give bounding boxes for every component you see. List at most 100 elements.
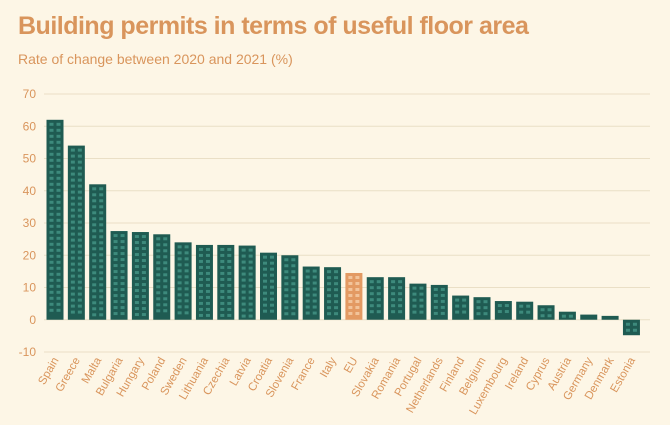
bar-window — [291, 300, 296, 304]
bar-window — [163, 285, 168, 289]
bar-window — [205, 277, 210, 281]
bar-window — [198, 283, 203, 287]
bar-window — [334, 312, 339, 316]
bar-window — [476, 300, 481, 304]
bar-window — [92, 193, 97, 197]
bar-window — [184, 299, 189, 303]
bar-window — [263, 261, 267, 265]
bar-window — [92, 259, 97, 263]
bar-lithuania — [195, 244, 213, 320]
bar-window — [412, 304, 417, 308]
bar-window — [391, 298, 396, 302]
bar-window — [270, 267, 274, 271]
bar-window — [120, 252, 125, 256]
bar-window — [248, 272, 253, 276]
bar-france — [302, 266, 320, 320]
bar-window — [56, 152, 61, 156]
bar-window — [56, 128, 61, 132]
bar-window — [70, 226, 75, 230]
bar-croatia — [260, 252, 277, 320]
bar-window — [305, 281, 310, 285]
bar-window — [99, 301, 104, 305]
bar-window — [355, 281, 360, 285]
bar-window — [156, 243, 161, 247]
bar-window — [70, 268, 75, 272]
bar-window — [120, 276, 125, 280]
bar-slovakia — [366, 277, 384, 320]
bar-window — [49, 194, 54, 198]
bar — [409, 283, 427, 320]
bar-window — [77, 256, 82, 260]
bar-window — [312, 293, 317, 297]
bar-window — [163, 279, 168, 283]
bar-window — [369, 286, 374, 290]
bar — [537, 305, 555, 320]
bar-window — [120, 270, 125, 274]
bar-window — [270, 303, 274, 307]
bar-window — [92, 283, 97, 287]
bar-window — [120, 288, 125, 292]
bar-window — [99, 205, 104, 209]
bar-window — [49, 212, 54, 216]
bar-window — [70, 178, 75, 182]
bar-window — [177, 251, 182, 255]
bar-window — [205, 265, 210, 269]
bar-window — [99, 265, 104, 269]
bar-window — [49, 248, 54, 252]
bar-window — [56, 284, 61, 288]
bar-window — [305, 305, 310, 309]
bar-window — [284, 258, 289, 262]
bar-window — [419, 298, 424, 302]
bar-window — [134, 241, 139, 245]
bar-window — [241, 296, 246, 300]
bar-window — [625, 328, 630, 332]
bar-window — [134, 235, 139, 239]
bar-latvia — [238, 245, 256, 320]
bar-window — [312, 311, 317, 315]
bar-window — [504, 310, 509, 314]
bar-greece — [67, 145, 85, 320]
bar-window — [398, 298, 403, 302]
bar-window — [284, 312, 289, 316]
bar-window — [70, 208, 75, 212]
bar-window — [156, 279, 161, 283]
bar-window — [241, 308, 246, 312]
y-tick-label: 20 — [23, 248, 37, 262]
bar-window — [120, 294, 125, 298]
bar — [324, 267, 342, 320]
bar — [195, 244, 213, 320]
bar-window — [198, 271, 203, 275]
bar-window — [56, 308, 61, 312]
bar-window — [177, 245, 182, 249]
bar-window — [198, 301, 203, 305]
bar-window — [220, 295, 225, 299]
bar-window — [504, 304, 509, 308]
bar-window — [369, 298, 374, 302]
bar-window — [291, 276, 296, 280]
bar-window — [99, 277, 104, 281]
bar — [89, 184, 107, 320]
bar-window — [312, 275, 317, 279]
bar-window — [291, 306, 296, 310]
bar-window — [270, 273, 274, 277]
bar-window — [348, 293, 353, 297]
bar-window — [113, 312, 118, 316]
bar-window — [241, 248, 246, 252]
bar-netherlands — [430, 284, 448, 320]
bar-window — [77, 226, 82, 230]
bar-window — [99, 289, 104, 293]
bar-window — [163, 237, 168, 241]
bar-belgium — [473, 297, 491, 320]
bar-window — [70, 202, 75, 206]
bar-window — [56, 248, 61, 252]
bar-window — [156, 303, 161, 307]
bar-window — [77, 250, 82, 254]
bar-window — [99, 187, 104, 191]
bar-window — [92, 253, 97, 257]
bar-window — [419, 310, 424, 314]
bar-window — [120, 306, 125, 310]
bar-window — [92, 247, 97, 251]
bar — [452, 295, 470, 320]
bar-window — [70, 214, 75, 218]
